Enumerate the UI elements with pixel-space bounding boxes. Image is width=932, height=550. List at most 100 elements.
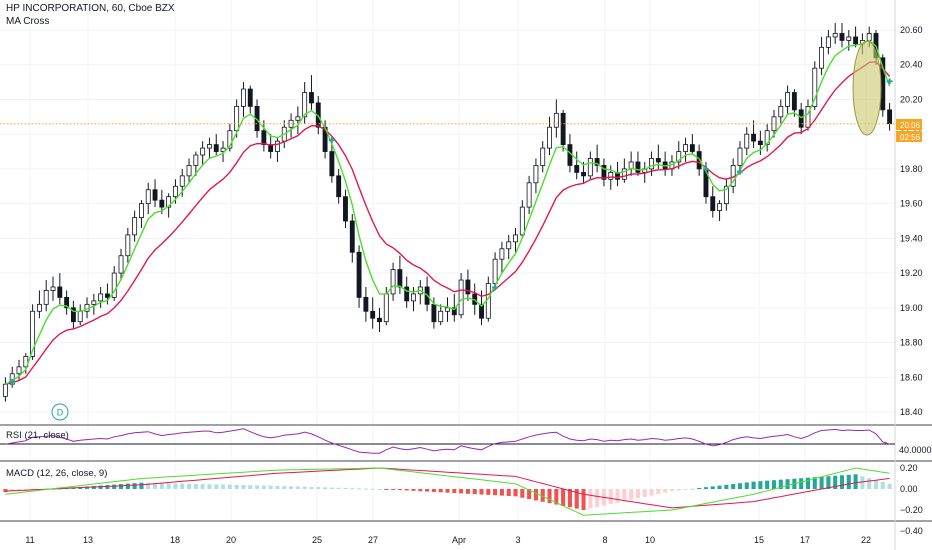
- price-tick-label: 20.60: [900, 25, 923, 35]
- macd-histogram-bar: [629, 489, 634, 500]
- candle-body: [451, 307, 457, 316]
- macd-histogram-bar: [118, 484, 124, 489]
- macd-histogram-bar: [533, 489, 538, 501]
- macd-histogram-bar: [180, 483, 185, 489]
- macd-histogram-bar: [717, 485, 722, 489]
- candle-body: [621, 168, 627, 180]
- macd-axis[interactable]: 0.20 0.00 −0.20 −0.40: [900, 463, 923, 536]
- rsi-pane[interactable]: RSI (21, close) 40.0000: [0, 428, 932, 455]
- chart-title: HP INCORPORATION, 60, Cboe BZX: [6, 3, 175, 14]
- macd-line: [5, 467, 890, 516]
- macd-histogram-bar: [710, 486, 715, 489]
- macd-histogram-bar: [255, 485, 260, 489]
- macd-histogram-bar: [452, 489, 457, 494]
- candle-body: [261, 130, 267, 146]
- candles[interactable]: [2, 23, 893, 402]
- macd-histogram-bar: [690, 488, 695, 490]
- macd-histogram-bar: [669, 489, 674, 492]
- candle-body: [581, 171, 586, 177]
- price-tick-label: 18.80: [900, 338, 923, 348]
- candle-body: [220, 147, 226, 152]
- candle-body: [533, 165, 539, 184]
- candle-body: [601, 165, 607, 180]
- macd-histogram-bar: [193, 483, 198, 489]
- candle-body: [689, 144, 695, 152]
- ma-fast-line: [5, 39, 891, 385]
- macd-histogram-bar: [323, 487, 328, 489]
- macd-histogram-bar: [860, 476, 865, 489]
- macd-histogram-bar: [221, 484, 226, 489]
- candle-body: [717, 203, 723, 211]
- candle-body: [349, 220, 355, 253]
- time-axis[interactable]: 11 13 18 20 25 27 Apr 3 8 10 15 17 22: [25, 535, 871, 545]
- rsi-label: RSI (21, close): [6, 430, 69, 441]
- macd-histogram-bar: [105, 485, 110, 489]
- macd-histogram-bar: [295, 486, 300, 489]
- macd-signal-line: [5, 467, 890, 509]
- macd-histogram-bar: [880, 481, 885, 489]
- macd-histogram-bar: [805, 477, 811, 489]
- macd-histogram-bar: [438, 489, 443, 493]
- macd-pane[interactable]: MACD (12, 26, close, 9): [3, 467, 892, 516]
- macd-histogram-bar: [391, 489, 396, 490]
- macd-histogram-bar: [513, 489, 518, 497]
- candle-body: [751, 133, 757, 142]
- macd-histogram-bar: [887, 483, 892, 489]
- time-tick-label: 10: [645, 535, 655, 545]
- macd-histogram-bar: [554, 489, 559, 505]
- last-price-badge-text: 20.06: [900, 121, 921, 130]
- macd-histogram-bar: [697, 487, 702, 489]
- candle-body: [499, 248, 505, 260]
- candle-body: [798, 109, 804, 128]
- macd-histogram-bar: [486, 489, 491, 495]
- time-tick-label: 13: [83, 535, 93, 545]
- time-tick-label: 27: [368, 535, 378, 545]
- candle-body: [649, 158, 654, 170]
- candle-body: [50, 286, 56, 291]
- candle-body: [458, 279, 464, 316]
- price-tick-label: 20.40: [900, 60, 923, 70]
- macd-histogram-bar: [282, 486, 287, 489]
- candle-body: [179, 175, 185, 187]
- candle-body: [723, 185, 729, 205]
- candle-body: [825, 36, 831, 48]
- price-tick-label: 19.60: [900, 199, 923, 209]
- macd-histogram-bar: [384, 489, 389, 490]
- macd-histogram-bar: [744, 482, 749, 489]
- macd-histogram-bar: [146, 482, 151, 489]
- macd-histogram-bar: [567, 489, 572, 508]
- candle-body: [547, 126, 552, 149]
- price-pane[interactable]: D: [0, 23, 895, 421]
- session-marker[interactable]: D: [51, 403, 69, 421]
- macd-tick-label: 0.20: [900, 463, 918, 473]
- candle-body: [683, 144, 688, 152]
- macd-histogram-bar: [302, 486, 307, 489]
- macd-tick-label: 0.00: [900, 484, 918, 494]
- macd-histogram-bar: [765, 480, 770, 489]
- macd-histogram-bar: [615, 489, 620, 503]
- candle-body: [329, 151, 335, 177]
- indicator-label: MA Cross: [6, 16, 50, 27]
- macd-histogram-bar: [778, 479, 783, 489]
- macd-histogram-bar: [248, 485, 253, 489]
- candle-body: [764, 130, 770, 146]
- macd-histogram-bar: [751, 481, 756, 489]
- macd-histogram-bar: [547, 489, 552, 504]
- candle-body: [104, 293, 110, 298]
- candle-body: [98, 293, 104, 302]
- candle-body: [247, 88, 253, 107]
- macd-histogram-bar: [234, 484, 239, 489]
- candle-body: [785, 92, 791, 107]
- candle-body: [778, 106, 784, 118]
- candle-body: [2, 383, 8, 397]
- candle-body: [866, 33, 872, 41]
- macd-histogram-bar: [445, 489, 450, 493]
- macd-histogram-bar: [125, 483, 130, 489]
- candle-body: [43, 290, 49, 305]
- price-tick-label: 19.40: [900, 233, 923, 243]
- macd-histogram-bar: [588, 489, 593, 509]
- candle-body: [553, 112, 559, 128]
- candle-body: [431, 303, 437, 323]
